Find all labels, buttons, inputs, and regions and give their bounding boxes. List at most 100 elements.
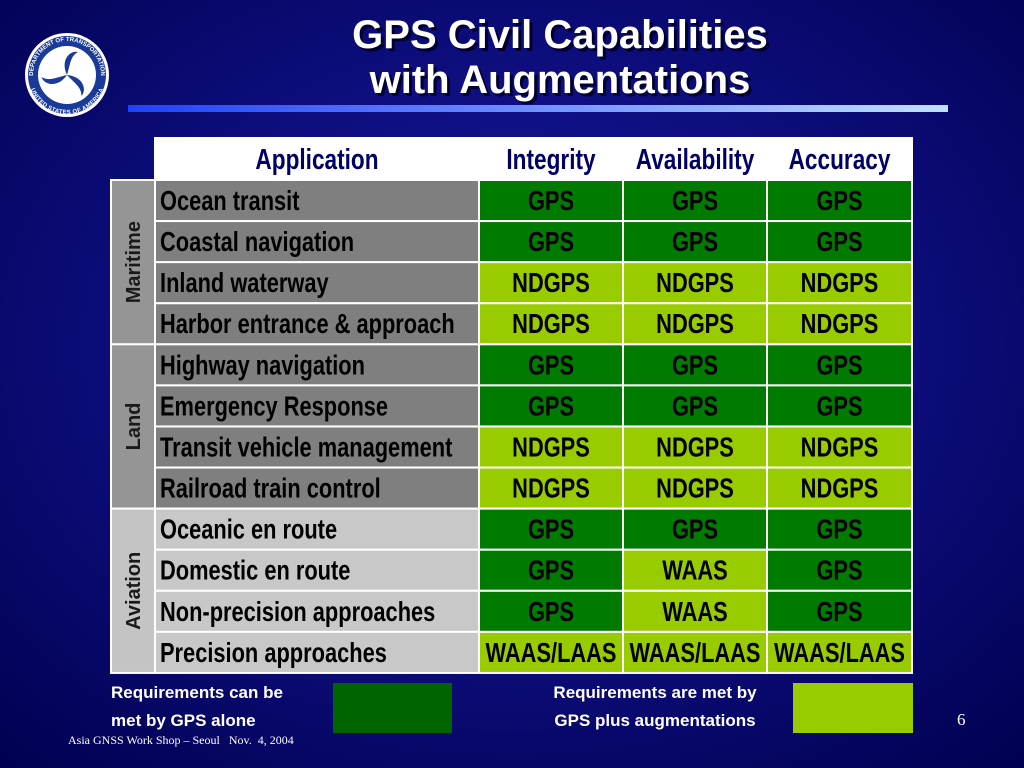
application-wrap: Harbor entrance & approach	[160, 309, 455, 340]
requirement-wrap: GPS	[528, 555, 574, 586]
application-wrap: Highway navigation	[160, 350, 365, 381]
requirement: NDGPS	[512, 432, 590, 463]
requirement: GPS	[672, 514, 718, 545]
application: Ocean transit	[160, 185, 300, 216]
requirement-cell	[766, 425, 913, 469]
page-number: 6	[957, 710, 966, 729]
requirement: GPS	[528, 185, 574, 216]
requirement: NDGPS	[801, 309, 879, 340]
application-cell	[154, 630, 480, 674]
requirement-wrap: GPS	[672, 227, 718, 258]
header-cell	[622, 137, 768, 181]
requirement: GPS	[816, 514, 862, 545]
requirement-cell	[622, 548, 768, 592]
requirement: NDGPS	[656, 473, 734, 504]
legend-text: met by GPS alone	[111, 711, 256, 730]
requirement-cell	[622, 425, 768, 469]
requirement-wrap: GPS	[528, 227, 574, 258]
requirement: GPS	[528, 555, 574, 586]
footer: Asia GNSS Work Shop – Seoul Nov. 4, 2004	[68, 733, 294, 747]
requirement-cell	[478, 630, 624, 674]
requirement: NDGPS	[656, 432, 734, 463]
column-header-wrap: Integrity	[506, 142, 596, 175]
group-label: Maritime	[123, 221, 145, 303]
requirement-wrap: WAAS	[662, 596, 727, 627]
requirement-wrap: GPS	[672, 350, 718, 381]
application-wrap: Coastal navigation	[160, 227, 354, 258]
requirement-cell	[766, 384, 913, 428]
requirement-wrap: GPS	[528, 350, 574, 381]
application-wrap: Domestic en route	[160, 555, 350, 586]
requirement: GPS	[528, 350, 574, 381]
requirement: WAAS	[662, 555, 727, 586]
requirement: GPS	[672, 227, 718, 258]
requirement: GPS	[816, 350, 862, 381]
application-wrap: Non-precision approaches	[160, 596, 435, 627]
column-header-wrap: Availability	[636, 142, 755, 175]
legend: Requirements can be met by GPS alone Requi…	[111, 683, 913, 733]
group-cell	[110, 507, 156, 674]
requirement: NDGPS	[512, 268, 590, 299]
requirement: GPS	[672, 391, 718, 422]
column-header: Application	[255, 142, 378, 175]
requirement-wrap: WAAS/LAAS	[486, 637, 617, 668]
requirement-wrap: NDGPS	[656, 432, 734, 463]
column-header-wrap: Application	[255, 142, 378, 175]
requirement: WAAS/LAAS	[486, 637, 617, 668]
requirement: NDGPS	[512, 309, 590, 340]
requirement-wrap: GPS	[528, 391, 574, 422]
column-header: Availability	[636, 142, 755, 175]
application: Oceanic en route	[160, 514, 337, 545]
title-rule	[128, 105, 948, 112]
requirement-wrap: NDGPS	[801, 432, 879, 463]
application-wrap: Inland waterway	[160, 268, 329, 299]
legend-text: Requirements are met by	[553, 683, 757, 702]
requirement: GPS	[816, 596, 862, 627]
group-label: Land	[123, 403, 145, 451]
requirement-cell	[766, 630, 913, 674]
requirement-wrap: NDGPS	[801, 268, 879, 299]
requirement-wrap: GPS	[816, 596, 862, 627]
requirement-wrap: NDGPS	[512, 309, 590, 340]
requirement-wrap: GPS	[816, 350, 862, 381]
legend-swatch	[333, 683, 452, 733]
application: Emergency Response	[160, 391, 388, 422]
application: Inland waterway	[160, 268, 329, 299]
requirement-wrap: NDGPS	[656, 473, 734, 504]
requirement: WAAS	[662, 596, 727, 627]
requirement-wrap: GPS	[672, 391, 718, 422]
title-line: GPS Civil Capabilities	[352, 13, 768, 57]
application-cell	[154, 425, 480, 469]
requirement-cell	[622, 507, 768, 551]
title-shadow: GPS Civil Capabilities	[355, 16, 771, 60]
requirement-cell	[478, 466, 624, 510]
legend-text: Requirements can be	[111, 683, 283, 702]
application: Harbor entrance & approach	[160, 309, 455, 340]
requirement-wrap: GPS	[528, 596, 574, 627]
requirement-cell	[622, 179, 768, 223]
application-wrap: Ocean transit	[160, 185, 300, 216]
requirement-wrap: NDGPS	[656, 268, 734, 299]
application-wrap: Precision approaches	[160, 637, 387, 668]
requirement-wrap: NDGPS	[801, 473, 879, 504]
application-wrap: Railroad train control	[160, 473, 381, 504]
legend-text: GPS plus augmentations	[554, 711, 755, 730]
application: Transit vehicle management	[160, 432, 453, 463]
application: Non-precision approaches	[160, 596, 435, 627]
requirement: GPS	[816, 391, 862, 422]
requirement: GPS	[672, 350, 718, 381]
application-cell	[154, 384, 480, 428]
requirement: NDGPS	[801, 473, 879, 504]
application: Domestic en route	[160, 555, 350, 586]
group-label: Aviation	[123, 552, 145, 630]
requirement: NDGPS	[512, 473, 590, 504]
requirement-wrap: GPS	[528, 185, 574, 216]
table: Application Integrity Availability Accuracy…	[110, 137, 913, 674]
requirement-wrap: NDGPS	[801, 309, 879, 340]
requirement: NDGPS	[801, 268, 879, 299]
requirement-wrap: GPS	[816, 391, 862, 422]
application-cell	[154, 548, 480, 592]
application-wrap: Oceanic en route	[160, 514, 337, 545]
